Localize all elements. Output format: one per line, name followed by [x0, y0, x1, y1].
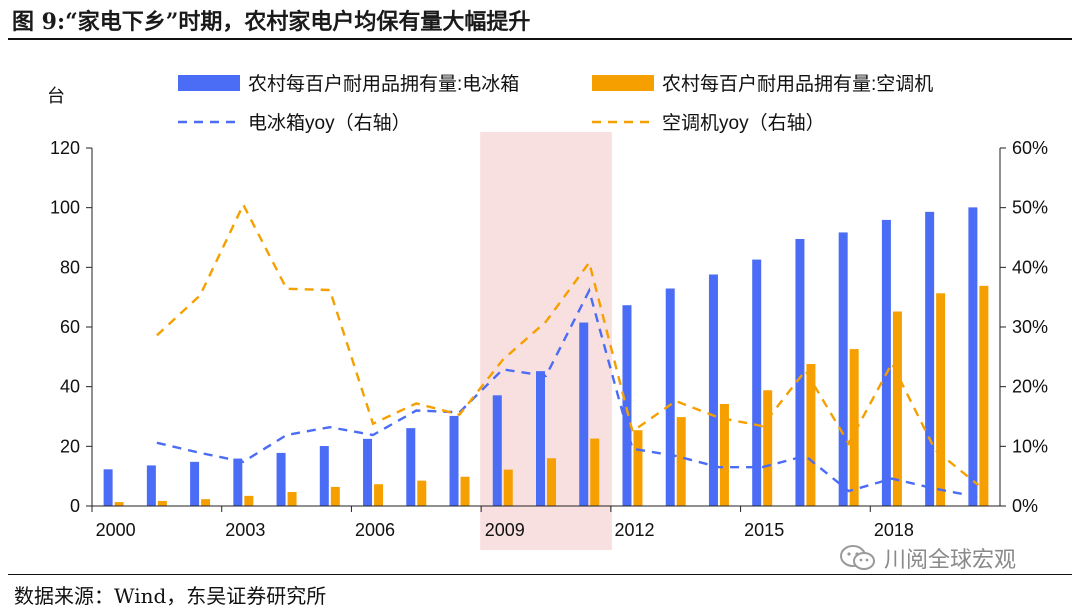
fridge-bar — [622, 305, 632, 506]
ac-bar — [374, 484, 384, 506]
bars-group — [103, 207, 989, 507]
fridge-yoy-line — [156, 287, 979, 499]
right-tick-label: 30% — [1012, 317, 1048, 337]
ac-yoy-line — [156, 201, 980, 487]
bottom-rule — [8, 574, 1072, 575]
source-note: 数据来源：Wind，东吴证券研究所 — [14, 584, 327, 608]
fridge-bar — [406, 428, 416, 506]
fridge-bar — [190, 461, 200, 506]
legend-label: 电冰箱yoy（右轴） — [248, 112, 411, 134]
x-tick-label: 2015 — [744, 520, 784, 540]
fridge-bar — [968, 207, 978, 506]
ac-bar — [936, 293, 946, 506]
ac-bar — [763, 390, 773, 506]
wechat-icon — [840, 545, 875, 570]
ac-bar — [676, 417, 686, 506]
right-tick-label: 0% — [1012, 496, 1038, 516]
legend-group: 农村每百户耐用品拥有量:电冰箱 农村每百户耐用品拥有量:空调机电冰箱yoy（右轴）… — [178, 73, 933, 134]
highlight-band-group — [480, 132, 612, 550]
fridge-bar — [492, 395, 502, 506]
fridge-bar — [795, 238, 805, 506]
x-tick-label: 2009 — [485, 520, 525, 540]
left-tick-label: 80 — [60, 257, 80, 277]
ac-bar — [244, 495, 254, 506]
ac-bar — [849, 349, 859, 506]
ac-bar — [719, 403, 729, 506]
fridge-bar — [146, 465, 156, 506]
ac-bar — [201, 499, 211, 506]
top-rule — [8, 38, 1072, 40]
left-tick-label: 100 — [50, 198, 80, 218]
dual-axis-chart: 0 20 40 60 80 100 120 0% 10% 20% 30% 40% 50% 60% 2000 2… — [47, 73, 1048, 550]
ac-bar — [633, 430, 643, 506]
figure-title: 图 9:“家电下乡”时期，农村家电户均保有量大幅提升 — [12, 9, 531, 35]
x-tick-label: 2003 — [225, 520, 265, 540]
left-tick-label: 40 — [60, 377, 80, 397]
ac-bar — [547, 458, 556, 506]
highlight-band — [480, 132, 612, 550]
ac-bar — [114, 502, 124, 506]
y-axis-label: 台 — [47, 86, 65, 106]
fridge-bar — [665, 288, 675, 506]
right-tick-label: 50% — [1012, 198, 1048, 218]
watermark-text: 川阅全球宏观 — [884, 548, 1017, 573]
ac-bar — [892, 311, 902, 506]
fridge-bar — [708, 274, 718, 506]
axes-group: 0 20 40 60 80 100 120 0% 10% 20% 30% 40% 50% 60% 2000 2… — [47, 86, 1048, 540]
ac-bar — [503, 469, 513, 506]
x-tick-label: 2000 — [96, 520, 136, 540]
legend-swatch-bar — [178, 75, 240, 91]
left-tick-label: 0 — [70, 496, 80, 516]
fridge-bar — [363, 438, 373, 506]
right-tick-label: 60% — [1012, 138, 1048, 158]
fridge-bar — [449, 415, 459, 506]
right-tick-label: 40% — [1012, 257, 1048, 277]
right-tick-label: 10% — [1012, 436, 1048, 456]
ac-bar — [590, 438, 600, 506]
x-tick-label: 2012 — [614, 520, 654, 540]
lines-group — [156, 201, 980, 499]
legend-label: 空调机yoy（右轴） — [662, 112, 825, 134]
legend-label: 农村每百户耐用品拥有量:电冰箱 — [248, 73, 519, 95]
fridge-bar — [233, 458, 243, 506]
left-tick-label: 60 — [60, 317, 80, 337]
fridge-bar — [579, 322, 589, 506]
fridge-bar — [752, 259, 762, 506]
ac-bar — [287, 491, 297, 506]
legend-swatch-bar — [592, 75, 654, 91]
fridge-bar — [881, 219, 891, 507]
left-tick-label: 20 — [60, 436, 80, 456]
ac-bar — [157, 500, 167, 506]
x-tick-label: 2018 — [874, 520, 914, 540]
legend-label: 农村每百户耐用品拥有量:空调机 — [662, 73, 933, 95]
left-tick-label: 120 — [50, 138, 80, 158]
fridge-bar — [838, 232, 848, 506]
fridge-bar — [103, 469, 113, 506]
ac-bar — [417, 480, 427, 506]
watermark: 川阅全球宏观 — [838, 542, 1016, 574]
fridge-bar — [276, 452, 286, 506]
ac-bar — [806, 363, 816, 506]
ac-bar — [330, 486, 340, 506]
ac-bar — [460, 476, 470, 506]
fridge-bar — [536, 371, 545, 506]
ac-bar — [979, 285, 989, 506]
x-tick-label: 2006 — [355, 520, 395, 540]
right-tick-label: 20% — [1012, 377, 1048, 397]
fridge-bar — [319, 446, 329, 506]
fridge-bar — [925, 211, 935, 507]
